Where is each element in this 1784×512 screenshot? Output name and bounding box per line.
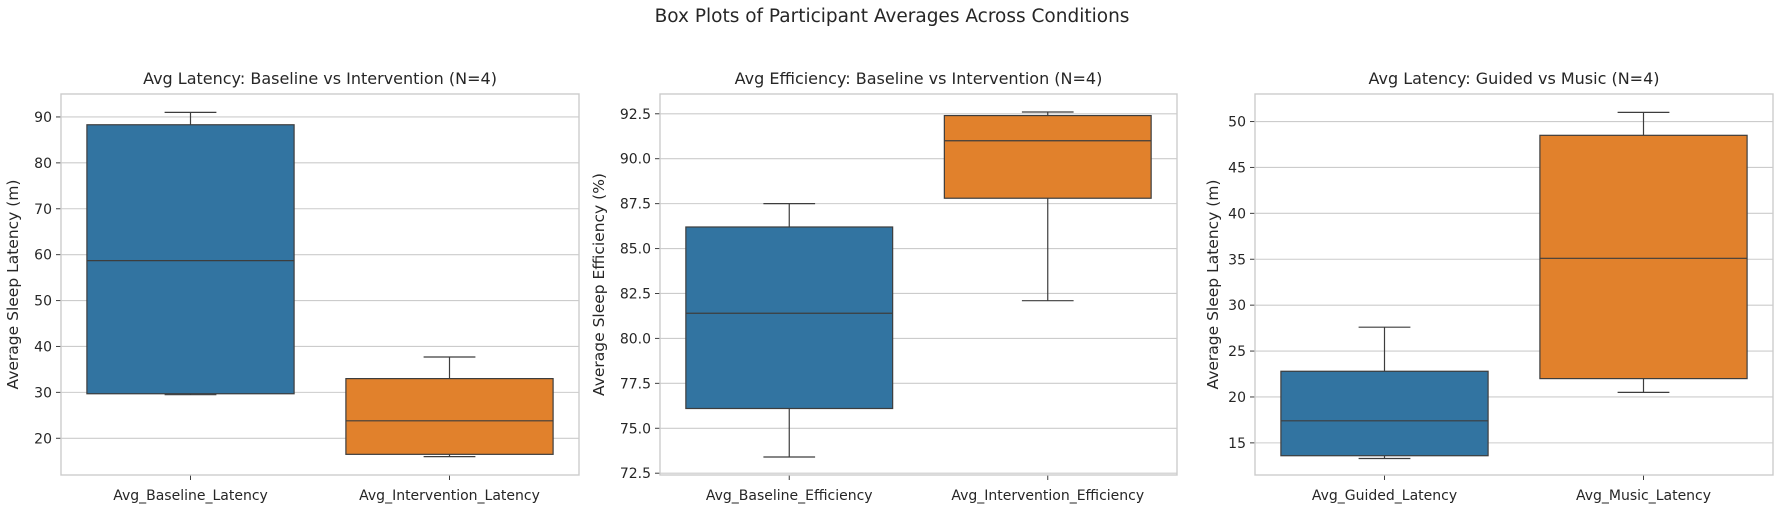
y-tick-label: 85.0 <box>620 242 651 258</box>
y-tick-label: 15 <box>1228 436 1246 452</box>
box-iqr <box>685 226 894 410</box>
axes-frame <box>60 93 580 476</box>
y-tick-label: 60 <box>34 248 52 264</box>
x-tick-label: Avg_Guided_Latency <box>1312 488 1457 504</box>
panel-title: Avg Efficiency: Baseline vs Intervention… <box>735 69 1103 88</box>
x-tick-label: Avg_Baseline_Efficiency <box>706 488 873 504</box>
y-tick-label: 25 <box>1228 344 1246 360</box>
box-iqr <box>943 114 1152 199</box>
y-tick-label: 90.0 <box>620 152 651 168</box>
y-tick-label: 30 <box>34 385 52 401</box>
x-tick-label: Avg_Intervention_Efficiency <box>951 488 1144 504</box>
y-tick-label: 80.0 <box>620 331 651 347</box>
y-tick-label: 80 <box>34 156 52 172</box>
x-tick-label: Avg_Baseline_Latency <box>113 488 268 504</box>
y-tick-label: 40 <box>34 339 52 355</box>
x-tick-label: Avg_Music_Latency <box>1576 488 1711 504</box>
y-tick-label: 20 <box>1228 390 1246 406</box>
y-tick-label: 50 <box>34 294 52 310</box>
axes-frame <box>1254 93 1774 476</box>
y-tick-label: 40 <box>1228 206 1246 222</box>
y-axis-label: Average Sleep Efficiency (%) <box>590 173 608 396</box>
box-iqr <box>86 124 295 395</box>
panel-title: Avg Latency: Guided vs Music (N=4) <box>1368 69 1659 88</box>
y-tick-label: 87.5 <box>620 197 651 213</box>
y-tick-label: 70 <box>34 202 52 218</box>
axes-frame <box>659 93 1178 476</box>
y-tick-label: 90 <box>34 110 52 126</box>
y-tick-label: 50 <box>1228 115 1246 131</box>
y-tick-label: 45 <box>1228 160 1246 176</box>
y-tick-label: 30 <box>1228 298 1246 314</box>
y-tick-label: 72.5 <box>620 466 651 482</box>
y-tick-label: 75.0 <box>620 421 651 437</box>
figure-title: Box Plots of Participant Averages Across… <box>654 6 1130 27</box>
y-tick-label: 77.5 <box>620 376 651 392</box>
y-axis-label: Average Sleep Latency (m) <box>1204 180 1222 390</box>
y-tick-label: 35 <box>1228 252 1246 268</box>
box-iqr <box>345 378 554 455</box>
y-axis-label: Average Sleep Latency (m) <box>4 180 22 390</box>
y-tick-label: 92.5 <box>620 107 651 123</box>
y-tick-label: 82.5 <box>620 286 651 302</box>
x-tick-label: Avg_Intervention_Latency <box>359 488 540 504</box>
box-iqr <box>1280 370 1489 457</box>
y-tick-label: 20 <box>34 431 52 447</box>
box-iqr <box>1539 134 1748 380</box>
panel-title: Avg Latency: Baseline vs Intervention (N… <box>143 69 497 88</box>
